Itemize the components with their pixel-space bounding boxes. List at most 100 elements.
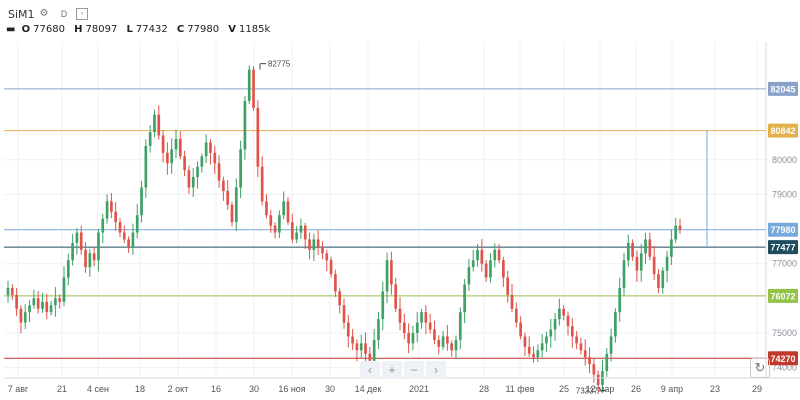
candle-body [631,242,634,257]
candle-body [471,260,475,268]
candle-body [493,249,497,261]
y-tick-label: 80000 [772,155,797,165]
candle-body [260,166,264,202]
candle-body [562,308,566,316]
candle-body [127,239,130,247]
candle-body [265,201,268,216]
candle-body [506,277,510,295]
candle-body [570,326,574,337]
candle-body [118,222,122,233]
candle-body [114,211,118,223]
candle-body [97,232,100,261]
candle-body [54,298,57,306]
candle-body [652,256,656,275]
open-value: 77680 [33,24,65,35]
candle-body [170,149,174,164]
candle-body [243,100,247,150]
price-line-badge [768,81,798,96]
price-line-label: 80842 [770,126,795,136]
candle-body [325,253,329,261]
x-tick-label: 26 [631,384,641,394]
candle-body [510,294,514,309]
candle-body [368,353,372,361]
low-value: 77432 [135,24,168,35]
candle-body [657,274,660,288]
candle-body [540,343,544,351]
candle-body [678,225,682,230]
candle-body [536,350,540,358]
x-tick-label: 23 [710,384,720,394]
candle-body [28,305,31,313]
zoom-in-button[interactable]: + [382,361,402,379]
candle-body [545,336,548,344]
candle-body [196,166,199,178]
candle-body [579,343,583,351]
candle-body [140,187,143,216]
gear-icon[interactable]: ⚙ [39,8,49,19]
candle-body [674,225,678,240]
x-tick-label: 25 [559,384,569,394]
candle-body [178,138,182,157]
candle-body [454,339,458,351]
candle-body [148,132,152,146]
candle-body [420,312,423,323]
candle-body [144,145,148,188]
price-line-label: 82045 [770,84,795,94]
candle-body [308,239,311,250]
candle-body [269,215,273,226]
candle-body [596,374,600,385]
candle-body [670,239,673,257]
x-tick-label: 2 окт [168,384,189,394]
candle-body [209,142,212,153]
candle-body [247,69,251,101]
candle-body [62,277,66,302]
candle-body [45,301,49,313]
candle-body [41,301,44,309]
close-value: 77980 [187,24,220,35]
candle-body [303,225,307,240]
scroll-right-button[interactable]: › [426,361,446,379]
candle-body [583,350,587,358]
scroll-left-button[interactable]: ‹ [360,361,380,379]
price-line-label: 76072 [770,291,795,301]
candle-body [441,336,445,347]
candle-body [286,201,290,223]
candle-body [463,284,466,313]
candle-body [497,249,501,261]
candle-body [626,242,630,261]
candle-body [381,291,385,320]
candle-body [359,343,363,351]
zoom-out-button[interactable]: − [404,361,424,379]
x-tick-label: 9 апр [661,384,683,394]
x-tick-label: 30 [249,384,259,394]
interval-label[interactable]: D [60,9,68,19]
candle-body [200,156,204,167]
candle-body [217,163,221,181]
candle-body [252,69,255,108]
price-line-badge [768,123,798,138]
y-tick-label: 74000 [772,363,797,373]
candle-body [191,177,195,188]
ohlc-legend: ▬ O 77680 H 78097 L 77432 C 77980 V 1185k [6,24,276,35]
compare-icon[interactable]: ▫ [76,8,88,20]
candle-body [299,225,303,233]
symbol-label[interactable]: SiM1 [8,8,35,21]
candle-body [278,215,281,233]
close-label: C [176,24,185,35]
candle-body [183,156,186,171]
y-tick-label: 77000 [772,259,797,269]
candle-body [575,336,578,344]
high-value: 78097 [85,24,118,35]
price-line-label: 74270 [770,354,795,364]
candle-body [394,284,398,309]
x-tick-label: 11 фев [505,384,534,394]
candle-body [450,343,454,351]
candle-body [36,298,40,309]
candle-body [437,339,441,347]
low-annotation: 73337 [576,387,599,396]
reset-chart-button[interactable]: ↻ [750,358,770,378]
candle-body [364,343,367,354]
candle-body [316,239,320,247]
chart-header: SiM1 ⚙ D ▫ ▬ O 77680 H 78097 L 77432 C 77980… [0,0,800,40]
